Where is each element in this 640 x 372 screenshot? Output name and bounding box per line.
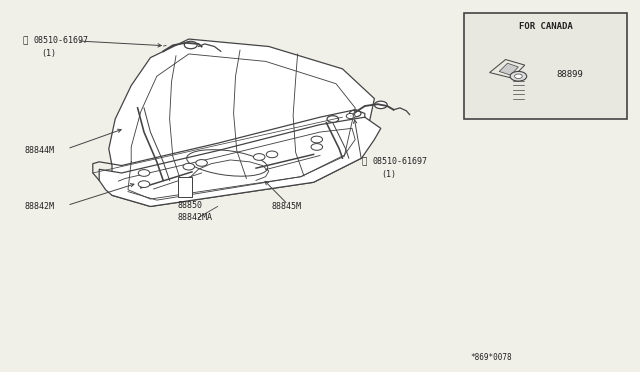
Circle shape: [253, 154, 265, 160]
Text: *869*0078: *869*0078: [470, 353, 512, 362]
Text: FOR CANADA: FOR CANADA: [519, 22, 572, 31]
Circle shape: [196, 160, 207, 166]
Text: 08510-61697: 08510-61697: [33, 36, 88, 45]
Text: Ⓢ: Ⓢ: [362, 157, 367, 166]
Circle shape: [510, 71, 527, 81]
Circle shape: [311, 144, 323, 150]
Text: 88845M: 88845M: [272, 202, 302, 211]
Circle shape: [327, 116, 339, 122]
Polygon shape: [499, 63, 518, 75]
Bar: [464, 13, 627, 119]
Circle shape: [266, 151, 278, 158]
Bar: [178, 177, 192, 197]
Circle shape: [374, 101, 387, 109]
Text: 08510-61697: 08510-61697: [372, 157, 428, 166]
Circle shape: [346, 113, 355, 119]
Text: 88899: 88899: [557, 70, 584, 79]
Text: 88844M: 88844M: [24, 146, 54, 155]
Circle shape: [138, 181, 150, 187]
Circle shape: [183, 163, 195, 170]
Text: Ⓢ: Ⓢ: [22, 36, 28, 45]
Text: (1): (1): [42, 49, 56, 58]
Circle shape: [311, 136, 323, 143]
Circle shape: [138, 170, 150, 176]
Text: (1): (1): [381, 170, 396, 179]
Text: 88842MA: 88842MA: [178, 213, 213, 222]
Text: 88842M: 88842M: [24, 202, 54, 211]
Circle shape: [349, 110, 361, 117]
Polygon shape: [109, 39, 374, 206]
Circle shape: [184, 41, 197, 49]
Text: 88850: 88850: [178, 201, 203, 210]
Polygon shape: [99, 117, 381, 206]
Circle shape: [515, 74, 522, 78]
